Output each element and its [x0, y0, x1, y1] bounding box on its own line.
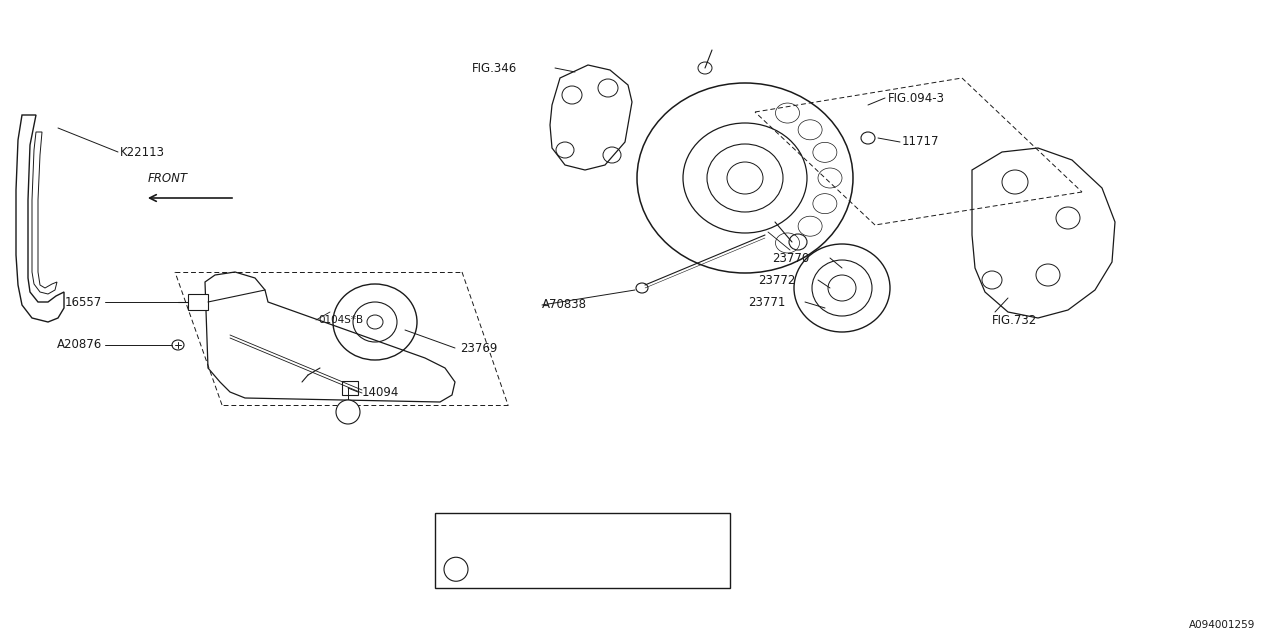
Text: 23770: 23770	[772, 252, 809, 264]
Circle shape	[444, 557, 468, 581]
Text: 1: 1	[453, 564, 460, 574]
Text: J20601  ＜1209-＞: J20601 ＜1209-＞	[486, 564, 577, 574]
Text: 23771: 23771	[748, 296, 786, 308]
Text: 16557: 16557	[65, 296, 102, 308]
Text: FRONT: FRONT	[148, 172, 188, 185]
Text: 14094: 14094	[362, 385, 399, 399]
FancyBboxPatch shape	[342, 381, 358, 395]
Text: 1: 1	[344, 407, 351, 417]
Text: K22113: K22113	[120, 145, 165, 159]
Text: 11717: 11717	[902, 136, 940, 148]
Text: 0104S*B: 0104S*B	[317, 315, 364, 325]
FancyBboxPatch shape	[435, 513, 730, 588]
Text: FIG.094-3: FIG.094-3	[888, 92, 945, 104]
Text: 23769: 23769	[460, 342, 498, 355]
Text: FIG.732: FIG.732	[992, 314, 1037, 326]
Text: A70838: A70838	[541, 298, 588, 312]
Text: 0104S*A＜-1209＞: 0104S*A＜-1209＞	[486, 527, 581, 537]
Text: A094001259: A094001259	[1189, 620, 1254, 630]
Text: A20876: A20876	[56, 339, 102, 351]
FancyBboxPatch shape	[188, 294, 207, 310]
Circle shape	[335, 400, 360, 424]
Text: 23772: 23772	[758, 273, 795, 287]
Text: FIG.346: FIG.346	[472, 61, 517, 74]
